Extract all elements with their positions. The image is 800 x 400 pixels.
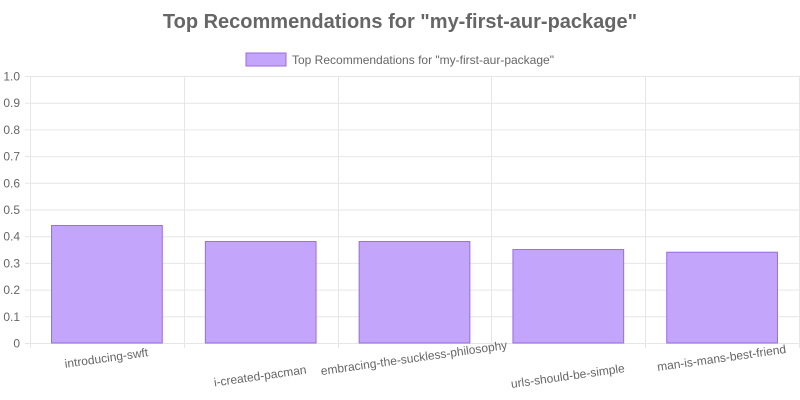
y-tick-label: 0.4 bbox=[3, 230, 20, 244]
x-tick-label: introducing-swft bbox=[64, 345, 150, 371]
bar[interactable] bbox=[51, 225, 163, 344]
y-tick-label: 0.6 bbox=[3, 176, 20, 190]
legend-swatch bbox=[245, 52, 287, 67]
y-tick-label: 0.1 bbox=[3, 310, 20, 324]
y-tick-label: 0.3 bbox=[3, 256, 20, 270]
x-axis-labels: introducing-swft i-created-pacman embracin… bbox=[64, 338, 787, 391]
y-tick-label: 0 bbox=[13, 337, 20, 351]
x-tick-label: urls-should-be-simple bbox=[510, 361, 626, 391]
y-tick-label: 0.9 bbox=[3, 96, 20, 110]
y-tick-label: 0.7 bbox=[3, 150, 20, 164]
y-tick-label: 1.0 bbox=[3, 70, 20, 84]
x-tick-label: man-is-mans-best-friend bbox=[656, 342, 787, 374]
bar[interactable] bbox=[204, 241, 317, 344]
x-tick-label: embracing-the-suckless-philosophy bbox=[320, 338, 508, 378]
bar[interactable] bbox=[358, 241, 471, 344]
bars bbox=[51, 225, 778, 344]
y-axis-ticks: 0 0.1 0.2 0.3 0.4 0.5 0.6 0.7 0.8 0.9 1.0 bbox=[3, 70, 20, 351]
chart-title: Top Recommendations for "my-first-aur-pa… bbox=[163, 11, 637, 33]
legend-label: Top Recommendations for "my-first-aur-pa… bbox=[292, 53, 554, 67]
bar[interactable] bbox=[512, 249, 625, 344]
x-tick-label: i-created-pacman bbox=[213, 363, 307, 390]
bar[interactable] bbox=[666, 251, 778, 344]
y-tick-label: 0.5 bbox=[3, 203, 20, 217]
y-tick-label: 0.2 bbox=[3, 283, 20, 297]
legend[interactable]: Top Recommendations for "my-first-aur-pa… bbox=[245, 52, 554, 67]
y-tick-label: 0.8 bbox=[3, 123, 20, 137]
